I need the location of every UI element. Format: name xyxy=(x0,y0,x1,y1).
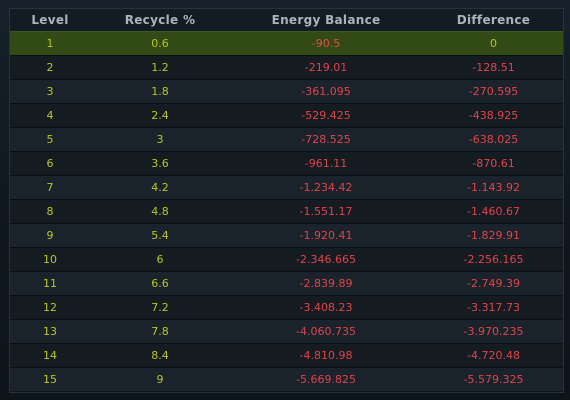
cell-difference: -2.256.165 xyxy=(463,253,524,266)
cell-difference: -2.749.39 xyxy=(467,277,520,290)
table-row[interactable]: 2 1.2 -219.01 -128.51 xyxy=(10,55,563,79)
cell-level: 4 xyxy=(46,109,54,122)
cell-difference: -638.025 xyxy=(468,133,519,146)
cell-level: 13 xyxy=(43,325,57,338)
cell-level: 1 xyxy=(46,37,54,50)
cell-difference: -270.595 xyxy=(468,85,519,98)
table-row[interactable]: 5 3 -728.525 -638.025 xyxy=(10,127,563,151)
cell-energy-balance: -728.525 xyxy=(301,133,351,146)
cell-level: 14 xyxy=(43,349,57,362)
table-header: Level Recycle % Energy Balance Differenc… xyxy=(10,9,563,31)
cell-energy-balance: -4.810.98 xyxy=(299,349,353,362)
cell-recycle: 6 xyxy=(156,253,164,266)
cell-recycle: 5.4 xyxy=(151,229,169,242)
cell-difference: -1.829.91 xyxy=(467,229,520,242)
cell-recycle: 1.8 xyxy=(151,85,169,98)
cell-level: 9 xyxy=(46,229,54,242)
cell-energy-balance: -2.839.89 xyxy=(299,277,353,290)
cell-recycle: 8.4 xyxy=(151,349,169,362)
cell-energy-balance: -529.425 xyxy=(301,109,351,122)
cell-recycle: 6.6 xyxy=(151,277,169,290)
cell-difference: -870.61 xyxy=(472,157,515,170)
table-row[interactable]: 15 9 -5.669.825 -5.579.325 xyxy=(10,367,563,391)
cell-energy-balance: -1.920.41 xyxy=(299,229,353,242)
table-row[interactable]: 7 4.2 -1.234.42 -1.143.92 xyxy=(10,175,563,199)
table-body: 1 0.6 -90.5 0 2 1.2 -219.01 -128.51 3 1.… xyxy=(10,31,563,391)
cell-difference: -4.720.48 xyxy=(467,349,520,362)
cell-level: 6 xyxy=(46,157,54,170)
cell-difference: -5.579.325 xyxy=(463,373,524,386)
cell-energy-balance: -90.5 xyxy=(311,37,341,50)
cell-recycle: 0.6 xyxy=(151,37,169,50)
cell-level: 12 xyxy=(43,301,57,314)
column-header-level[interactable]: Level xyxy=(31,13,69,27)
table-row[interactable]: 3 1.8 -361.095 -270.595 xyxy=(10,79,563,103)
table-row[interactable]: 9 5.4 -1.920.41 -1.829.91 xyxy=(10,223,563,247)
table-row[interactable]: 12 7.2 -3.408.23 -3.317.73 xyxy=(10,295,563,319)
cell-energy-balance: -4.060.735 xyxy=(296,325,356,338)
cell-difference: -128.51 xyxy=(472,61,515,74)
table-row[interactable]: 14 8.4 -4.810.98 -4.720.48 xyxy=(10,343,563,367)
table-row[interactable]: 6 3.6 -961.11 -870.61 xyxy=(10,151,563,175)
cell-recycle: 1.2 xyxy=(151,61,169,74)
cell-difference: -438.925 xyxy=(468,109,519,122)
table-row[interactable]: 10 6 -2.346.665 -2.256.165 xyxy=(10,247,563,271)
cell-level: 3 xyxy=(46,85,54,98)
cell-energy-balance: -1.551.17 xyxy=(299,205,353,218)
cell-energy-balance: -1.234.42 xyxy=(299,181,353,194)
table-row[interactable]: 13 7.8 -4.060.735 -3.970.235 xyxy=(10,319,563,343)
cell-level: 8 xyxy=(46,205,54,218)
recycle-table: Level Recycle % Energy Balance Differenc… xyxy=(9,8,564,393)
cell-recycle: 7.2 xyxy=(151,301,169,314)
table-row[interactable]: 4 2.4 -529.425 -438.925 xyxy=(10,103,563,127)
cell-energy-balance: -5.669.825 xyxy=(296,373,356,386)
cell-energy-balance: -3.408.23 xyxy=(299,301,353,314)
cell-level: 11 xyxy=(43,277,57,290)
column-header-recycle[interactable]: Recycle % xyxy=(124,13,196,27)
cell-energy-balance: -219.01 xyxy=(304,61,348,74)
cell-level: 15 xyxy=(43,373,57,386)
cell-recycle: 2.4 xyxy=(151,109,169,122)
cell-recycle: 9 xyxy=(156,373,164,386)
cell-energy-balance: -361.095 xyxy=(301,85,351,98)
table-row[interactable]: 8 4.8 -1.551.17 -1.460.67 xyxy=(10,199,563,223)
cell-level: 10 xyxy=(43,253,57,266)
cell-level: 5 xyxy=(46,133,54,146)
cell-recycle: 3.6 xyxy=(151,157,169,170)
table-row[interactable]: 11 6.6 -2.839.89 -2.749.39 xyxy=(10,271,563,295)
cell-energy-balance: -2.346.665 xyxy=(296,253,356,266)
cell-difference: -1.460.67 xyxy=(467,205,520,218)
cell-recycle: 4.8 xyxy=(151,205,169,218)
cell-recycle: 4.2 xyxy=(151,181,169,194)
table-row[interactable]: 1 0.6 -90.5 0 xyxy=(10,31,563,55)
column-header-difference[interactable]: Difference xyxy=(456,13,531,27)
cell-difference: 0 xyxy=(490,37,497,50)
cell-recycle: 7.8 xyxy=(151,325,169,338)
cell-recycle: 3 xyxy=(156,133,164,146)
cell-level: 7 xyxy=(46,181,54,194)
column-header-energy-balance[interactable]: Energy Balance xyxy=(271,13,381,27)
cell-difference: -3.317.73 xyxy=(467,301,520,314)
cell-level: 2 xyxy=(46,61,54,74)
cell-energy-balance: -961.11 xyxy=(304,157,348,170)
cell-difference: -1.143.92 xyxy=(467,181,520,194)
cell-difference: -3.970.235 xyxy=(463,325,524,338)
